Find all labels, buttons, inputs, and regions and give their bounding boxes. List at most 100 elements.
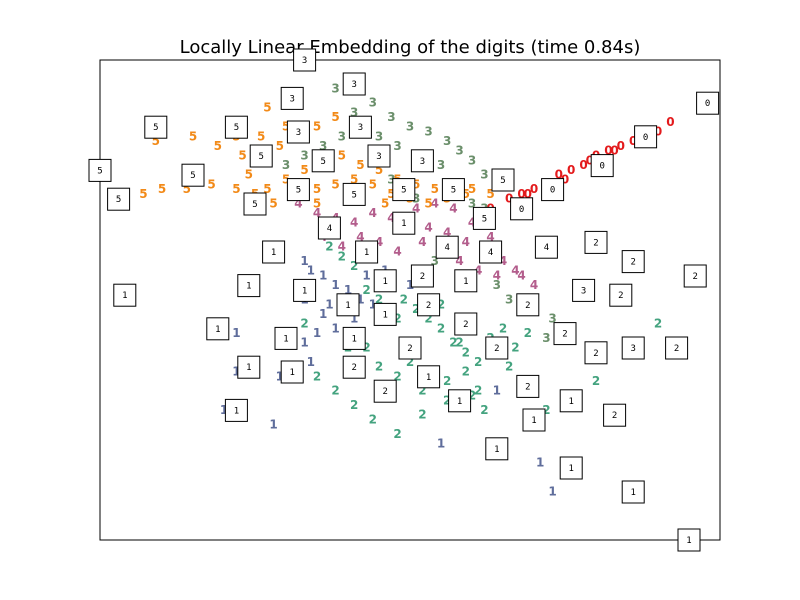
point-digit-2: 2 <box>300 317 308 331</box>
thumbnail-frame <box>541 178 565 202</box>
digit-thumbnail: 1 <box>417 365 441 389</box>
digit-thumbnail: 3 <box>621 336 645 360</box>
digit-thumbnail: 1 <box>113 283 137 307</box>
point-digit-2: 2 <box>654 317 662 331</box>
point-digit-5: 5 <box>381 197 389 211</box>
thumbnail-frame <box>224 115 248 139</box>
point-digit-4: 4 <box>443 225 451 239</box>
point-digit-2: 2 <box>437 297 445 311</box>
thumbnail-digit-5: 5 <box>451 186 456 196</box>
point-digit-5: 5 <box>313 120 321 134</box>
digit-thumbnail: 3 <box>280 86 304 110</box>
point-digit-3: 3 <box>387 110 395 124</box>
digit-thumbnail: 4 <box>317 216 341 240</box>
point-digit-4: 4 <box>431 197 439 211</box>
digit-thumbnail: 1 <box>237 355 261 379</box>
digit-thumbnail: 0 <box>696 91 720 115</box>
thumbnail-digit-2: 2 <box>674 344 679 354</box>
point-digit-4: 4 <box>455 254 463 268</box>
point-digit-3: 3 <box>443 134 451 148</box>
thumbnail-frame <box>392 178 416 202</box>
point-digit-0: 0 <box>579 158 587 172</box>
thumbnail-digit-1: 1 <box>457 397 462 407</box>
point-digit-1: 1 <box>331 321 339 335</box>
thumbnail-digit-1: 1 <box>289 368 294 378</box>
thumbnail-frame <box>435 235 459 259</box>
thumbnail-frame <box>417 365 441 389</box>
digit-thumbnail: 5 <box>392 178 416 202</box>
point-digit-1: 1 <box>493 384 501 398</box>
point-digit-2: 2 <box>480 403 488 417</box>
point-digit-4: 4 <box>424 221 432 235</box>
point-digit-1: 1 <box>325 297 333 311</box>
thumbnail-frame <box>634 125 658 149</box>
point-digit-5: 5 <box>232 182 240 196</box>
thumbnail-digit-1: 1 <box>122 291 127 301</box>
digit-thumbnail: 5 <box>441 178 465 202</box>
point-digit-1: 1 <box>350 312 358 326</box>
point-digit-0: 0 <box>505 192 513 206</box>
thumbnail-digit-3: 3 <box>420 157 425 167</box>
thumbnail-digit-2: 2 <box>351 363 356 373</box>
point-digit-0: 0 <box>555 168 563 182</box>
thumbnail-digit-5: 5 <box>190 171 195 181</box>
thumbnail-digit-2: 2 <box>593 349 598 359</box>
thumbnail-frame <box>559 456 583 480</box>
point-digit-4: 4 <box>369 206 377 220</box>
point-digit-4: 4 <box>375 235 383 249</box>
point-digit-1: 1 <box>232 326 240 340</box>
point-digit-3: 3 <box>542 331 550 345</box>
thumbnail-frame <box>479 240 503 264</box>
point-digit-2: 2 <box>406 355 414 369</box>
digit-thumbnail: 3 <box>286 120 310 144</box>
thumbnail-digit-5: 5 <box>320 157 325 167</box>
thumbnail-frame <box>280 86 304 110</box>
point-digit-1: 1 <box>307 264 315 278</box>
thumbnail-digit-5: 5 <box>97 166 102 176</box>
thumbnail-digit-3: 3 <box>296 128 301 138</box>
thumbnail-frame <box>584 341 608 365</box>
thumbnail-frame <box>510 197 534 221</box>
digit-thumbnail: 1 <box>355 240 379 264</box>
thumbnail-frame <box>107 187 131 211</box>
thumbnail-frame <box>237 355 261 379</box>
digit-thumbnail: 2 <box>609 283 633 307</box>
thumbnail-digit-1: 1 <box>234 406 239 416</box>
point-digit-4: 4 <box>449 201 457 215</box>
point-digit-3: 3 <box>369 96 377 110</box>
thumbnail-frame <box>590 154 614 178</box>
point-digit-1: 1 <box>269 417 277 431</box>
point-digit-1: 1 <box>356 293 364 307</box>
point-digit-2: 2 <box>592 374 600 388</box>
digit-thumbnail: 1 <box>392 211 416 235</box>
point-digit-1: 1 <box>307 355 315 369</box>
point-digit-1: 1 <box>300 254 308 268</box>
thumbnail-digit-2: 2 <box>618 291 623 301</box>
point-digit-5: 5 <box>238 149 246 163</box>
thumbnail-frame <box>249 144 273 168</box>
digit-thumbnail: 3 <box>410 149 434 173</box>
digit-thumbnail: 1 <box>342 326 366 350</box>
thumbnail-frame <box>553 322 577 346</box>
thumbnail-frame <box>441 178 465 202</box>
digit-thumbnail: 0 <box>541 178 565 202</box>
point-digit-2: 2 <box>462 345 470 359</box>
thumbnail-digit-5: 5 <box>116 195 121 205</box>
point-digit-0: 0 <box>524 187 532 201</box>
thumbnail-digit-3: 3 <box>630 344 635 354</box>
digit-thumbnail: 2 <box>410 264 434 288</box>
thumbnail-digit-1: 1 <box>531 416 536 426</box>
point-digit-3: 3 <box>493 278 501 292</box>
thumbnail-frame <box>609 283 633 307</box>
point-digit-3: 3 <box>375 129 383 143</box>
digit-thumbnail: 2 <box>621 250 645 274</box>
digit-thumbnail: 4 <box>534 235 558 259</box>
point-digit-2: 2 <box>362 283 370 297</box>
thumbnail-frame <box>516 374 540 398</box>
thumbnail-frame <box>293 48 317 72</box>
point-digit-1: 1 <box>369 297 377 311</box>
point-digit-5: 5 <box>412 177 420 191</box>
thumbnail-frame <box>237 274 261 298</box>
point-digit-5: 5 <box>269 197 277 211</box>
thumbnail-frame <box>621 250 645 274</box>
